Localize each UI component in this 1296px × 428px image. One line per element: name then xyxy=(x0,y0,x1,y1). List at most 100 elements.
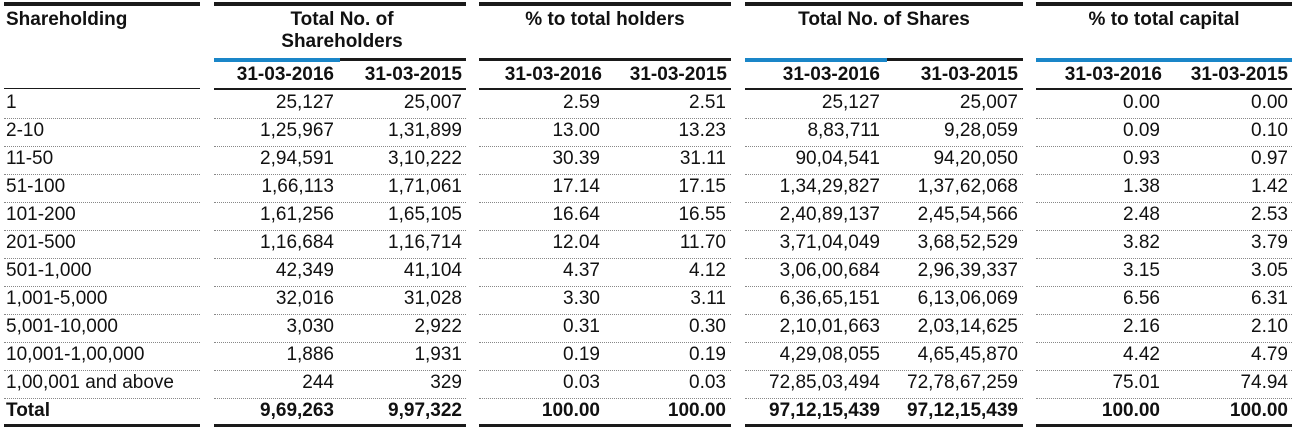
cell-s16: 4,29,08,055 xyxy=(779,344,880,365)
row-separator xyxy=(1036,370,1292,371)
cell-ph16: 16.64 xyxy=(552,204,600,225)
row-label: 5,001-10,000 xyxy=(6,316,118,337)
cell-s16: 6,36,65,151 xyxy=(779,288,880,309)
cell-ph16: 2.59 xyxy=(563,92,600,113)
pct-holders-date-rule xyxy=(479,88,731,90)
row-separator xyxy=(214,202,466,203)
cell-pc15: 0.00 xyxy=(1251,92,1288,113)
row-separator xyxy=(479,314,731,315)
total-cell-h16: 9,69,263 xyxy=(260,400,334,421)
cell-h15: 329 xyxy=(430,372,462,393)
total-cell-pc16: 100.00 xyxy=(1101,400,1160,421)
date-pct-capital-2016: 31-03-2016 xyxy=(1064,64,1162,85)
cell-h16: 1,886 xyxy=(286,344,334,365)
cell-h16: 2,94,591 xyxy=(260,148,334,169)
cell-s15: 2,45,54,566 xyxy=(917,204,1018,225)
cell-h16: 1,66,113 xyxy=(261,176,334,197)
cell-ph16: 30.39 xyxy=(552,148,600,169)
cell-ph15: 0.03 xyxy=(689,372,726,393)
row-separator xyxy=(745,314,1023,315)
holders-accent-line xyxy=(214,58,340,62)
cell-h15: 1,65,105 xyxy=(388,204,462,225)
shares-accent-line xyxy=(745,58,887,62)
cell-s16: 72,85,03,494 xyxy=(769,372,880,393)
cell-s15: 2,96,39,337 xyxy=(917,260,1018,281)
row-separator xyxy=(4,258,200,259)
row-separator xyxy=(479,146,731,147)
cell-ph15: 0.30 xyxy=(689,316,726,337)
row-separator xyxy=(4,202,200,203)
date-holders-2016: 31-03-2016 xyxy=(236,64,334,85)
row-separator xyxy=(479,258,731,259)
cell-pc16: 6.56 xyxy=(1123,288,1160,309)
row-separator xyxy=(1036,258,1292,259)
holders-top-rule xyxy=(214,2,466,6)
cell-s15: 2,03,14,625 xyxy=(917,316,1018,337)
cell-ph16: 4.37 xyxy=(563,260,600,281)
row-separator xyxy=(214,286,466,287)
cell-ph15: 16.55 xyxy=(678,204,726,225)
row-separator xyxy=(214,230,466,231)
row-separator xyxy=(479,370,731,371)
row-separator xyxy=(1036,286,1292,287)
total-cell-ph15: 100.00 xyxy=(667,400,726,421)
cell-pc16: 3.15 xyxy=(1123,260,1160,281)
bottom-rule-holders xyxy=(214,424,466,427)
cell-ph16: 0.19 xyxy=(563,344,600,365)
cell-ph16: 0.03 xyxy=(563,372,600,393)
row-separator xyxy=(4,342,200,343)
cell-h15: 2,922 xyxy=(414,316,462,337)
row-separator xyxy=(214,370,466,371)
cell-h16: 1,61,256 xyxy=(260,204,334,225)
cell-ph15: 4.12 xyxy=(689,260,726,281)
cell-ph16: 0.31 xyxy=(563,316,600,337)
row-separator xyxy=(214,174,466,175)
cell-h15: 31,028 xyxy=(403,288,462,309)
row-label: 2-10 xyxy=(6,120,45,141)
row-separator xyxy=(745,146,1023,147)
row-separator xyxy=(479,174,731,175)
row-separator xyxy=(214,398,466,399)
cell-s16: 1,34,29,827 xyxy=(779,176,880,197)
pct-capital-date-rule xyxy=(1036,88,1292,90)
row-label: 1 xyxy=(6,92,17,113)
row-label: 201-500 xyxy=(6,232,76,253)
cell-s16: 2,40,89,137 xyxy=(779,204,880,225)
row-label: 1,001-5,000 xyxy=(6,288,108,309)
cell-ph16: 13.00 xyxy=(552,120,600,141)
cell-s16: 2,10,01,663 xyxy=(779,316,880,337)
cell-h15: 1,931 xyxy=(414,344,462,365)
row-separator xyxy=(4,146,200,147)
row-separator xyxy=(4,230,200,231)
cell-ph15: 17.15 xyxy=(678,176,726,197)
cell-h15: 3,10,222 xyxy=(388,148,462,169)
cell-ph16: 3.30 xyxy=(563,288,600,309)
header-total-shares: Total No. of Shares xyxy=(798,9,970,30)
row-separator xyxy=(4,314,200,315)
row-separator xyxy=(4,118,200,119)
cell-s15: 6,13,06,069 xyxy=(917,288,1018,309)
cell-s16: 25,127 xyxy=(821,92,880,113)
total-cell-ph16: 100.00 xyxy=(541,400,600,421)
row-separator xyxy=(479,286,731,287)
cell-pc15: 2.10 xyxy=(1251,316,1288,337)
cell-pc16: 2.48 xyxy=(1123,204,1160,225)
cell-s15: 25,007 xyxy=(959,92,1018,113)
row-separator xyxy=(214,258,466,259)
row-separator xyxy=(745,230,1023,231)
bottom-rule-shares xyxy=(745,424,1023,427)
row-separator xyxy=(479,342,731,343)
row-separator xyxy=(4,370,200,371)
cell-h15: 1,71,061 xyxy=(388,176,462,197)
row-separator xyxy=(214,146,466,147)
cell-s15: 1,37,62,068 xyxy=(917,176,1018,197)
cell-s16: 90,04,541 xyxy=(795,148,880,169)
row-separator xyxy=(214,314,466,315)
total-cell-h15: 9,97,322 xyxy=(388,400,462,421)
row-separator xyxy=(479,202,731,203)
cell-s15: 4,65,45,870 xyxy=(917,344,1018,365)
cell-pc16: 0.09 xyxy=(1123,120,1160,141)
row-separator xyxy=(1036,230,1292,231)
cell-pc15: 3.79 xyxy=(1251,232,1288,253)
bottom-rule-shareholding xyxy=(4,424,200,427)
